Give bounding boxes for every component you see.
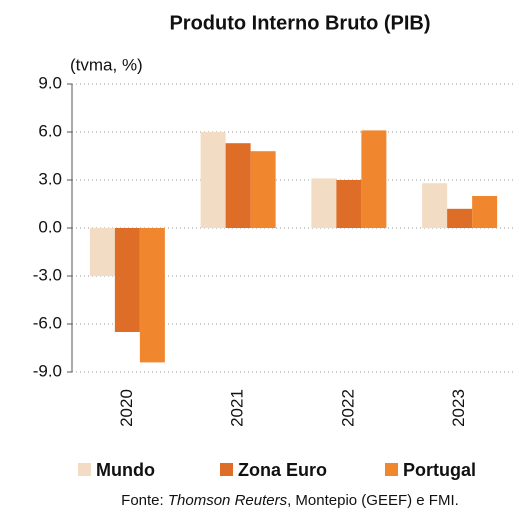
legend-label: Zona Euro <box>238 460 327 480</box>
legend-swatch <box>220 463 233 476</box>
y-tick-label: 0.0 <box>38 217 62 236</box>
bar <box>200 132 226 228</box>
bar <box>361 130 387 228</box>
legend-swatch <box>385 463 398 476</box>
bar <box>225 143 251 228</box>
bar <box>89 228 115 276</box>
y-tick-label: -9.0 <box>33 361 62 380</box>
y-axis-label: (tvma, %) <box>70 55 143 74</box>
legend-swatch <box>78 463 91 476</box>
chart-title: Produto Interno Bruto (PIB) <box>169 12 430 34</box>
x-tick-label: 2023 <box>449 389 468 427</box>
legend-label: Portugal <box>403 460 476 480</box>
bar <box>311 178 337 228</box>
y-tick-label: 9.0 <box>38 73 62 92</box>
bar <box>139 228 165 363</box>
source-note: Fonte: Thomson Reuters, Montepio (GEEF) … <box>121 492 459 509</box>
bar <box>472 196 498 228</box>
x-tick-label: 2022 <box>338 389 357 427</box>
bar <box>422 183 448 228</box>
y-tick-label: -6.0 <box>33 313 62 332</box>
x-tick-label: 2020 <box>117 389 136 427</box>
bar <box>336 180 362 228</box>
x-tick-label: 2021 <box>228 389 247 427</box>
bar <box>447 208 473 228</box>
bar <box>114 228 140 332</box>
y-tick-label: -3.0 <box>33 265 62 284</box>
source-part: , Montepio (GEEF) e FMI. <box>287 492 459 509</box>
legend-label: Mundo <box>96 460 155 480</box>
y-tick-label: 3.0 <box>38 169 62 188</box>
source-part: Fonte: <box>121 492 168 509</box>
y-tick-label: 6.0 <box>38 121 62 140</box>
source-part: Thomson Reuters <box>168 492 288 509</box>
bar <box>250 151 276 228</box>
